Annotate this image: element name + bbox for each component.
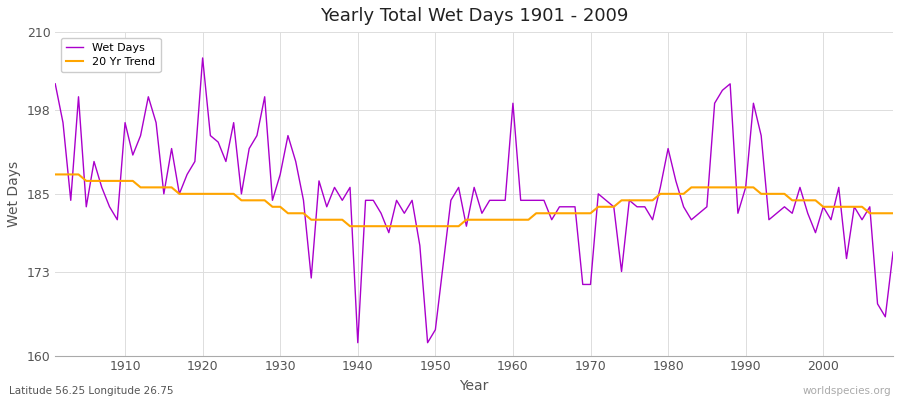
Line: 20 Yr Trend: 20 Yr Trend (55, 174, 893, 226)
Text: worldspecies.org: worldspecies.org (803, 386, 891, 396)
Wet Days (523, 198, 534, 203)
Wet Days (887, 250, 898, 254)
Y-axis label: Wet Days: Wet Days (7, 161, 21, 227)
Wet Days (337, 198, 347, 203)
20 Yr Trend (283, 211, 293, 216)
Legend: Wet Days, 20 Yr Trend: Wet Days, 20 Yr Trend (61, 38, 160, 72)
20 Yr Trend (608, 204, 619, 209)
20 Yr Trend (50, 172, 60, 177)
20 Yr Trend (329, 217, 340, 222)
20 Yr Trend (112, 178, 122, 183)
20 Yr Trend (887, 211, 898, 216)
20 Yr Trend (508, 217, 518, 222)
X-axis label: Year: Year (460, 379, 489, 393)
Wet Days (197, 56, 208, 60)
Wet Days (353, 340, 364, 345)
Wet Days (112, 217, 122, 222)
Title: Yearly Total Wet Days 1901 - 2009: Yearly Total Wet Days 1901 - 2009 (320, 7, 628, 25)
Wet Days (50, 82, 60, 86)
Wet Days (516, 198, 526, 203)
20 Yr Trend (516, 217, 526, 222)
Wet Days (616, 269, 627, 274)
Text: Latitude 56.25 Longitude 26.75: Latitude 56.25 Longitude 26.75 (9, 386, 174, 396)
Line: Wet Days: Wet Days (55, 58, 893, 343)
20 Yr Trend (345, 224, 356, 229)
Wet Days (291, 159, 302, 164)
